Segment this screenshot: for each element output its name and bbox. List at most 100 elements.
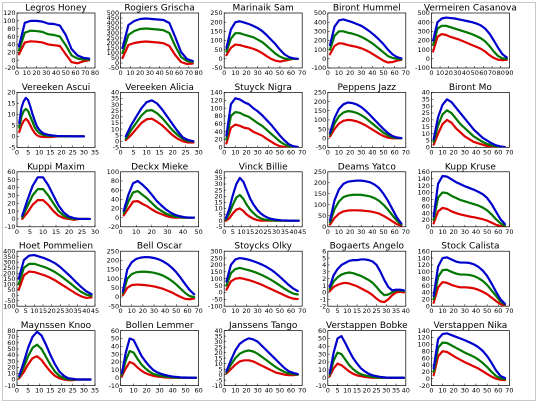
series-line <box>17 262 93 297</box>
x-tick-label: 40 <box>179 228 187 236</box>
x-tick-label: 60 <box>71 69 79 77</box>
y-tick-label: 50 <box>111 335 119 343</box>
series-line <box>328 30 403 61</box>
x-tick-label: 10 <box>142 148 150 156</box>
y-tick-label: 300 <box>210 247 222 255</box>
x-tick-label: 50 <box>194 228 202 236</box>
x-tick-label: 40 <box>265 69 273 77</box>
y-tick-label: 5 <box>426 137 430 145</box>
y-tick-label: 40 <box>214 128 222 136</box>
x-tick-label: 60 <box>194 387 202 395</box>
series-line <box>18 330 92 381</box>
x-tick-label: 20 <box>450 387 458 395</box>
x-tick-label: 10 <box>335 69 343 77</box>
series-line <box>225 97 299 148</box>
y-tick-label: -50 <box>212 64 223 72</box>
subplot-title: Vinck Billie <box>239 162 288 172</box>
x-tick-label: 0 <box>222 387 226 395</box>
y-tick-label: 15 <box>214 354 222 362</box>
series-line <box>121 27 194 64</box>
x-tick-label: 25 <box>181 148 189 156</box>
y-tick-label: 150 <box>107 266 119 274</box>
y-tick-label: 50 <box>111 284 119 292</box>
x-tick-label: 50 <box>483 148 491 156</box>
x-tick-label: 40 <box>161 307 169 315</box>
y-tick-label: 0 <box>322 289 326 297</box>
y-tick-label: 350 <box>3 253 15 261</box>
x-tick-label: 10 <box>128 307 136 315</box>
x-tick-label: 40 <box>402 307 410 315</box>
y-tick-label: 200 <box>210 261 222 269</box>
x-tick-label: 20 <box>142 387 150 395</box>
x-tick-label: 50 <box>276 69 284 77</box>
x-tick-label: 0 <box>222 69 226 77</box>
y-tick-label: 10 <box>422 130 430 138</box>
series-line <box>225 359 299 377</box>
x-tick-label: 0 <box>119 69 123 77</box>
plot-area <box>431 171 510 228</box>
x-tick-label: 5 <box>335 387 339 395</box>
y-tick-label: 80 <box>422 275 430 283</box>
x-tick-label: 20 <box>346 228 354 236</box>
series-line <box>225 123 299 148</box>
x-tick-label: 20 <box>148 228 156 236</box>
y-tick-label: 200 <box>314 179 326 187</box>
x-tick-label: 70 <box>505 228 513 236</box>
y-tick-label: 10 <box>214 360 222 368</box>
x-tick-label: 20 <box>139 307 147 315</box>
x-tick-label: 10 <box>343 307 351 315</box>
x-tick-label: 30 <box>91 228 99 236</box>
x-tick-label: 35 <box>392 387 400 395</box>
y-tick-label: 0 <box>322 55 326 63</box>
subplot-title: Biront Mo <box>449 83 493 93</box>
x-tick-label: 10 <box>438 387 446 395</box>
y-tick-label: 0 <box>219 289 223 297</box>
series-line <box>225 349 299 376</box>
x-tick-label: 50 <box>483 307 491 315</box>
y-tick-label: 100 <box>107 275 119 283</box>
x-tick-label: 40 <box>168 387 176 395</box>
y-tick-label: 20 <box>422 368 430 376</box>
y-tick-label: 300 <box>314 28 326 36</box>
y-tick-label: 35 <box>214 332 222 340</box>
y-tick-label: 60 <box>111 186 119 194</box>
x-tick-label: 25 <box>56 307 64 315</box>
y-tick-label: 2 <box>322 275 326 283</box>
x-tick-label: 10 <box>438 307 446 315</box>
y-tick-label: 0 <box>426 144 430 152</box>
y-tick-label: 60 <box>7 168 15 176</box>
y-tick-label: 150 <box>210 28 222 36</box>
subplot-title: Rogiers Grischa <box>124 4 194 14</box>
y-tick-label: 50 <box>214 46 222 54</box>
y-tick-label: 0 <box>322 223 326 231</box>
y-tick-label: 100 <box>210 104 222 112</box>
x-tick-label: 0 <box>326 307 330 315</box>
x-tick-label: 30 <box>253 387 261 395</box>
y-tick-label: 3 <box>322 268 326 276</box>
y-tick-label: 250 <box>107 247 119 255</box>
x-tick-label: 5 <box>28 228 32 236</box>
y-tick-label: 80 <box>7 25 15 33</box>
y-tick-label: 60 <box>422 282 430 290</box>
y-tick-label: 40 <box>214 168 222 176</box>
y-tick-label: 0 <box>426 55 430 63</box>
y-tick-label: 30 <box>7 357 15 365</box>
x-tick-label: 40 <box>82 307 90 315</box>
subplot: 0 10 20 30 40 50 60 70-100-50050100150200250300… <box>208 242 306 316</box>
y-tick-label: 0 <box>426 375 430 383</box>
x-tick-label: 50 <box>62 69 70 77</box>
x-tick-label: 60 <box>494 307 502 315</box>
y-tick-label: 10 <box>318 366 326 374</box>
x-tick-label: 50 <box>379 148 387 156</box>
y-tick-label: 30 <box>422 102 430 110</box>
x-tick-label: 0 <box>326 228 330 236</box>
subplot-title: Deams Yatco <box>338 162 397 172</box>
x-tick-label: 20 <box>242 148 250 156</box>
y-tick-label: 60 <box>7 339 15 347</box>
y-tick-label: 20 <box>422 296 430 304</box>
y-tick-label: -50 <box>5 297 16 305</box>
x-tick-label: 30 <box>272 228 280 236</box>
